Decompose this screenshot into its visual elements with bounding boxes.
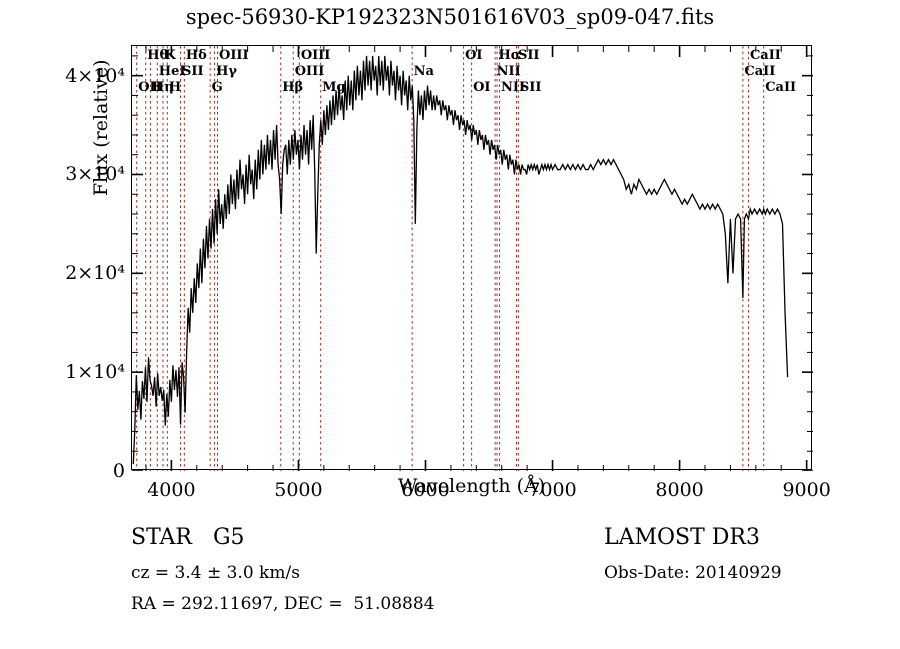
object-type: STAR: [131, 525, 192, 550]
spectral-line-label: CaII: [749, 48, 781, 63]
redshift-velocity: cz = 3.4 ± 3.0 km/s: [131, 563, 300, 583]
x-tick-label: 8000: [655, 479, 704, 501]
x-tick-label: 9000: [782, 479, 831, 501]
spectral-line-label: Hγ: [216, 64, 237, 79]
y-tick-label: 4×10⁴: [65, 64, 125, 87]
spectral-line-label: CaII: [744, 64, 776, 79]
spectral-line-label: G: [211, 80, 223, 95]
x-tick-label: 6000: [401, 479, 450, 501]
survey-name: LAMOST DR3: [604, 525, 760, 550]
y-tick-label: 0: [112, 460, 125, 482]
x-tick-label: 4000: [147, 479, 196, 501]
y-tick-label: 1×10⁴: [65, 361, 125, 384]
y-tick-label: 2×10⁴: [65, 262, 125, 285]
spectral-line-label: Mg: [322, 80, 346, 95]
spectral-line-label: SII: [517, 48, 540, 63]
spectral-line-label: H: [168, 80, 182, 95]
spectral-line-label: NII: [501, 80, 526, 95]
footer-left-column: STAR G5 cz = 3.4 ± 3.0 km/s RA = 292.116…: [131, 525, 435, 614]
spectral-line-label: Hη: [151, 80, 174, 95]
object-type-and-class: STAR G5: [131, 525, 435, 550]
observation-date: Obs-Date: 20140929: [604, 563, 782, 583]
spectral-line-label: CaII: [765, 80, 797, 95]
x-tick-label: 7000: [528, 479, 577, 501]
spectral-line-label: OIII: [294, 64, 325, 79]
spectral-line-label: SII: [182, 64, 204, 79]
spectral-line-label: OI: [465, 48, 483, 63]
spectral-line-label: OII: [138, 80, 162, 95]
coordinates: RA = 292.11697, DEC = 51.08884: [131, 594, 435, 614]
spectral-class: G5: [212, 525, 245, 550]
spectral-line-label: K: [164, 48, 176, 63]
metadata-footer: STAR G5 cz = 3.4 ± 3.0 km/s RA = 292.116…: [0, 525, 900, 645]
page-title: spec-56930-KP192323N501616V03_sp09-047.f…: [185, 5, 715, 29]
spectral-line-label: Na: [413, 64, 434, 79]
spectral-line-label: Hα: [498, 48, 521, 63]
spectral-line-label: SII: [519, 80, 542, 95]
spectral-line-label: NII: [496, 64, 521, 79]
spectral-line-label: Hδ: [185, 48, 207, 63]
spectrum-canvas: [132, 46, 813, 471]
spectral-line-label: Hβ: [282, 80, 304, 95]
x-tick-label: 5000: [274, 479, 323, 501]
footer-right-column: LAMOST DR3 Obs-Date: 20140929: [604, 525, 782, 583]
spectral-line-label: HeI: [158, 64, 186, 79]
y-tick-label: 3×10⁴: [65, 163, 125, 186]
plot-area: Flux (relative) 0 1×10⁴ 2×10⁴ 3×10⁴ 4×10⁴ 40…: [65, 45, 831, 501]
spectral-line-label: Hθ: [147, 48, 169, 63]
spectral-line-label: OIII: [300, 48, 331, 63]
spectral-line-label: OI: [473, 80, 491, 95]
spectral-line-label: OIII: [219, 48, 249, 63]
x-axis-label: Wavelength (Å): [397, 475, 546, 497]
